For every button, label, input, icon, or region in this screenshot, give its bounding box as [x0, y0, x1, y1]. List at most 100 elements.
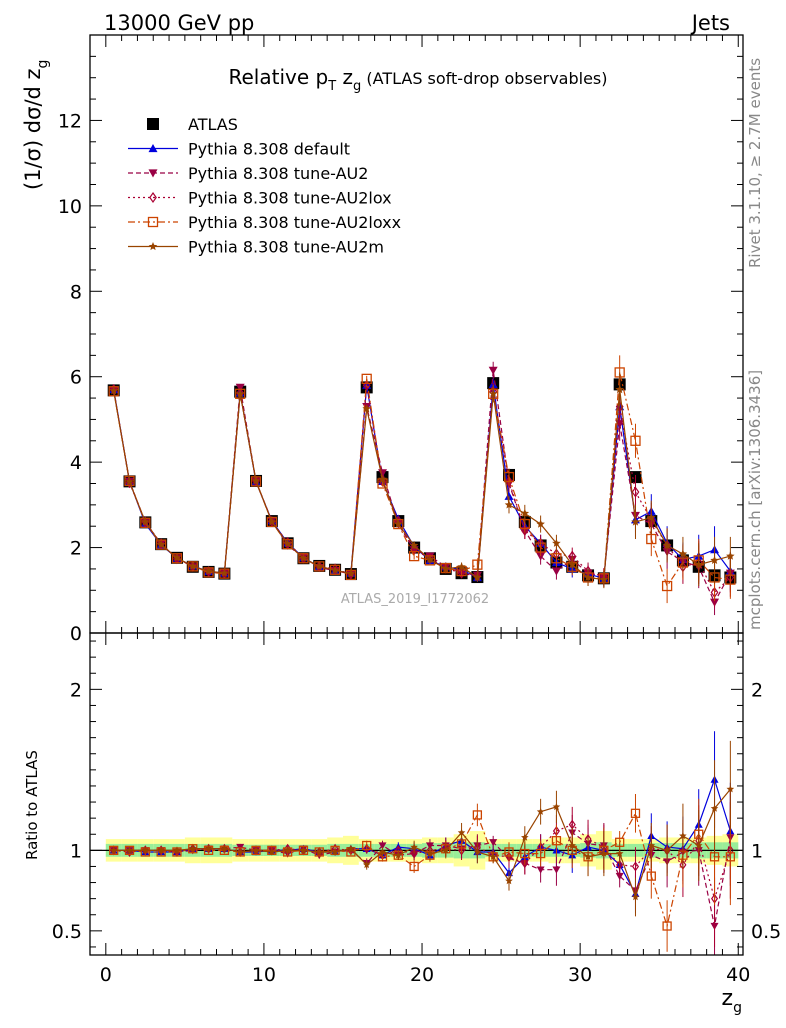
data-point — [362, 840, 372, 851]
data-point — [457, 828, 466, 836]
data-point — [148, 144, 158, 153]
data-point — [615, 385, 624, 394]
data-point — [458, 845, 466, 856]
analysis-label: ATLAS_2019_I1772062 — [341, 592, 489, 607]
data-point — [425, 555, 435, 564]
series-line — [113, 385, 731, 594]
main-series-group — [107, 355, 737, 616]
legend-label: Pythia 8.308 tune-AU2m — [188, 238, 384, 257]
data-point — [266, 516, 277, 528]
data-point — [441, 564, 450, 573]
data-point — [552, 866, 561, 874]
data-point — [283, 539, 292, 548]
data-point — [315, 561, 324, 570]
data-point — [694, 841, 703, 849]
data-point — [726, 551, 735, 560]
ratio-series-line — [113, 788, 731, 899]
data-point — [410, 843, 418, 851]
data-point — [600, 849, 608, 857]
ratio-series-group — [109, 731, 736, 955]
ratio-series-line — [113, 831, 731, 927]
data-point — [125, 846, 134, 854]
ratio-series-3 — [110, 802, 734, 947]
ratio-series-1 — [109, 731, 735, 914]
data-point — [472, 559, 483, 570]
data-point — [504, 847, 514, 857]
data-point — [331, 848, 339, 856]
data-point — [726, 785, 735, 793]
data-point — [378, 842, 387, 850]
data-point — [189, 844, 197, 852]
data-point — [147, 216, 159, 228]
data-point — [220, 568, 229, 577]
x-tick-label: 20 — [410, 964, 434, 986]
data-point — [694, 560, 703, 569]
ratio-series-2 — [109, 789, 735, 955]
data-point — [204, 566, 213, 575]
data-point — [220, 844, 229, 852]
legend-label: ATLAS — [188, 115, 238, 134]
data-point — [661, 580, 673, 592]
data-point — [378, 474, 387, 483]
data-point — [678, 549, 688, 558]
data-point — [472, 810, 483, 820]
data-point — [630, 435, 641, 446]
data-point — [679, 831, 687, 840]
data-point — [457, 567, 466, 579]
legend-label: Pythia 8.308 default — [188, 140, 350, 159]
data-point — [535, 542, 546, 553]
data-point — [409, 861, 419, 872]
data-point — [662, 540, 672, 550]
data-point — [646, 871, 656, 881]
data-point — [568, 841, 576, 849]
data-point — [552, 802, 561, 811]
data-point — [710, 555, 719, 564]
data-point — [552, 538, 561, 547]
data-point — [504, 500, 514, 509]
data-point — [536, 519, 545, 528]
legend-label: Pythia 8.308 tune-AU2loxx — [188, 213, 401, 232]
data-point — [568, 560, 577, 569]
data-point — [347, 844, 355, 852]
data-point — [187, 561, 198, 572]
data-point — [394, 851, 403, 859]
data-point — [156, 540, 166, 549]
y-tick-label: 6 — [70, 367, 82, 389]
data-point — [299, 846, 308, 854]
data-point — [631, 861, 640, 872]
y-tick-label: 8 — [70, 281, 82, 303]
data-point — [504, 491, 514, 500]
data-point — [584, 852, 592, 860]
data-point — [361, 373, 372, 385]
data-point — [141, 517, 150, 526]
data-point — [551, 553, 562, 564]
data-point — [393, 518, 404, 530]
data-point — [125, 477, 134, 486]
x-tick-label: 40 — [726, 964, 750, 986]
legend-label: Pythia 8.308 tune-AU2 — [188, 164, 368, 183]
data-point — [331, 563, 339, 575]
data-point — [236, 848, 244, 856]
y-tick-label: 2 — [70, 538, 82, 560]
data-point — [630, 808, 641, 818]
data-point — [488, 389, 498, 398]
side-mcplots: mcplots.cern.ch [arXiv:1306.3436] — [746, 370, 764, 630]
data-point — [408, 550, 420, 562]
data-point — [725, 852, 736, 862]
data-point — [662, 921, 672, 931]
data-point — [505, 475, 513, 487]
data-point — [616, 859, 624, 870]
data-point — [172, 553, 182, 562]
data-point — [631, 486, 640, 498]
data-point — [505, 876, 513, 885]
data-point — [615, 872, 624, 881]
x-axis-label: zg — [722, 986, 742, 1016]
data-point — [378, 848, 387, 856]
data-point — [252, 846, 260, 854]
ratio-y-tick-label-right: 2 — [751, 679, 763, 701]
data-point — [394, 519, 403, 528]
data-point — [535, 848, 546, 859]
data-point — [520, 508, 530, 517]
data-point — [489, 852, 497, 860]
data-point — [148, 169, 158, 178]
